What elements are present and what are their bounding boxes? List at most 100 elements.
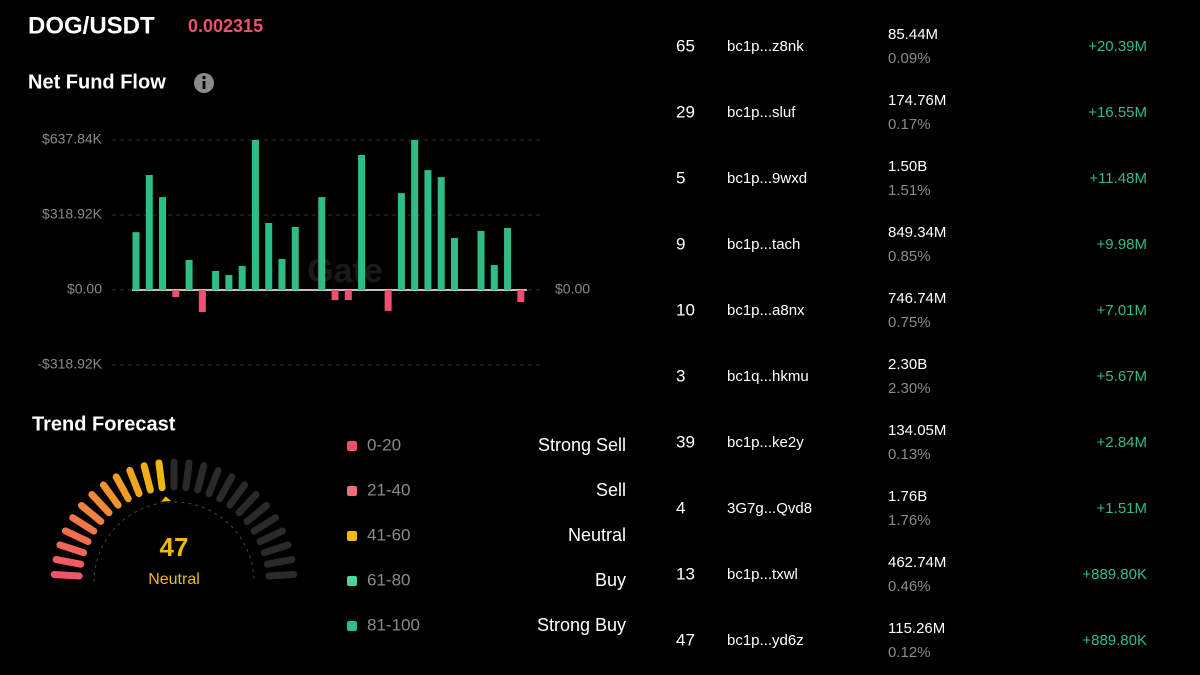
price: 0.002315: [188, 16, 263, 36]
bar: [265, 222, 273, 290]
address: bc1p...tach: [727, 236, 800, 253]
gauge-segment: [52, 556, 85, 568]
bar: [437, 177, 445, 290]
legend-dot: [347, 576, 357, 586]
legend-dot: [347, 531, 357, 541]
bar: [238, 266, 246, 290]
address: bc1p...ke2y: [727, 434, 804, 451]
rank: 4: [676, 498, 685, 517]
bar: [132, 232, 140, 290]
bar: [159, 197, 167, 290]
change: +5.67M: [1097, 368, 1147, 385]
gauge-segment: [112, 473, 132, 503]
address: bc1q...hkmu: [727, 368, 809, 385]
gauge-segment: [265, 570, 298, 580]
info-dot: [202, 75, 206, 80]
gauge-segment: [56, 541, 88, 557]
gauge-segment: [194, 462, 208, 494]
share: 0.13%: [888, 446, 931, 463]
share: 0.75%: [888, 314, 931, 331]
bar: [424, 170, 432, 290]
bar: [517, 290, 525, 302]
gauge-segment: [216, 473, 236, 503]
bar: [411, 140, 419, 290]
gauge-segment: [205, 466, 222, 498]
bar: [450, 238, 458, 290]
legend-dot: [347, 486, 357, 496]
legend-range: 41-60: [367, 525, 410, 544]
y-tick-label: $0.00: [67, 281, 102, 297]
bar: [490, 265, 498, 290]
change: +1.51M: [1097, 500, 1147, 517]
rank: 29: [676, 102, 695, 121]
rank: 47: [676, 630, 695, 649]
info-icon[interactable]: [194, 73, 214, 93]
bar: [384, 290, 392, 311]
legend-dot: [347, 441, 357, 451]
change: +11.48M: [1089, 170, 1147, 187]
address: bc1p...a8nx: [727, 302, 805, 319]
change: +9.98M: [1097, 236, 1147, 253]
amount: 134.05M: [888, 422, 946, 439]
bar: [185, 259, 193, 290]
gauge-segment: [50, 570, 83, 580]
section-title: Trend Forecast: [32, 413, 176, 435]
share: 0.46%: [888, 578, 931, 595]
address: 3G7g...Qvd8: [727, 500, 812, 517]
gauge-inner-arc: [93, 501, 255, 583]
amount: 849.34M: [888, 224, 946, 241]
bar: [212, 270, 220, 290]
gauge-segment: [140, 462, 154, 494]
bar: [145, 175, 153, 290]
legend-range: 61-80: [367, 570, 410, 589]
gauge-pointer: [161, 496, 172, 502]
y-tick-label: $0.00: [555, 281, 590, 297]
gauge-segment: [155, 459, 166, 492]
legend-range: 21-40: [367, 480, 410, 499]
rank: 5: [676, 168, 685, 187]
gauge-segment: [61, 527, 92, 546]
legend-range: 81-100: [367, 615, 420, 634]
gauge-segment: [235, 491, 260, 517]
amount: 115.26M: [888, 620, 945, 637]
address: bc1p...9wxd: [727, 170, 807, 187]
rank: 39: [676, 432, 695, 451]
bar: [225, 274, 233, 290]
rank: 13: [676, 564, 695, 583]
amount: 1.50B: [888, 158, 927, 175]
y-tick-label: $637.84K: [42, 131, 103, 147]
rank: 9: [676, 234, 685, 253]
gauge-value: 47: [160, 532, 189, 562]
change: +20.39M: [1088, 38, 1147, 55]
bar: [397, 193, 405, 290]
y-tick-label: $318.92K: [42, 206, 103, 222]
gauge-label: Neutral: [148, 571, 200, 588]
gauge-segment: [182, 459, 193, 492]
pair: DOG/USDT: [28, 12, 155, 39]
bar: [291, 226, 299, 290]
change: +889.80K: [1082, 566, 1147, 583]
amount: 85.44M: [888, 26, 938, 43]
section-title: Net Fund Flow: [28, 71, 166, 93]
change: +2.84M: [1097, 434, 1147, 451]
gauge-segment: [99, 481, 122, 509]
gauge-segment: [256, 527, 287, 546]
gauge-segment: [126, 466, 143, 498]
gauge-segment: [263, 556, 296, 568]
share: 0.12%: [888, 644, 931, 661]
gauge-segment: [88, 491, 113, 517]
amount: 2.30B: [888, 356, 927, 373]
bar: [172, 290, 180, 298]
gauge-segment: [243, 502, 270, 525]
share: 0.85%: [888, 248, 931, 265]
legend-label: Neutral: [568, 525, 626, 545]
rank: 65: [676, 36, 695, 55]
address: bc1p...yd6z: [727, 632, 804, 649]
amount: 746.74M: [888, 290, 946, 307]
y-tick-label: -$318.92K: [37, 356, 102, 372]
legend-dot: [347, 621, 357, 631]
bar: [358, 155, 366, 290]
